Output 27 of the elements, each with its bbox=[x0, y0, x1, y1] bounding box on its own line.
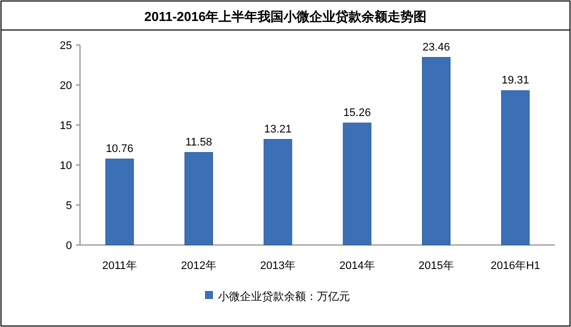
y-tick-label: 20 bbox=[60, 80, 72, 92]
x-tick-label: 2011年 bbox=[102, 260, 137, 272]
bar bbox=[501, 90, 530, 246]
x-tick-label: 2012年 bbox=[181, 260, 216, 272]
x-tick-label: 2015年 bbox=[418, 260, 454, 272]
bar bbox=[342, 122, 372, 246]
y-tick-label: 0 bbox=[66, 240, 72, 252]
x-tick-label: 2016年H1 bbox=[490, 260, 540, 272]
legend-label: 小微企业贷款余额：万亿元 bbox=[218, 290, 350, 303]
legend: 小微企业贷款余额：万亿元 bbox=[205, 291, 350, 303]
data-label: 10.76 bbox=[106, 142, 134, 155]
data-label: 19.31 bbox=[502, 74, 530, 87]
chart-title: 2011-2016年上半年我国小微企业贷款余额走势图 bbox=[144, 9, 427, 24]
y-tick-label: 25 bbox=[60, 40, 72, 52]
data-label: 11.58 bbox=[185, 136, 212, 148]
data-label: 13.21 bbox=[264, 123, 292, 136]
y-tick-label: 10 bbox=[60, 160, 72, 172]
y-tick-label: 15 bbox=[60, 120, 72, 132]
bar bbox=[264, 139, 292, 246]
bar bbox=[184, 152, 213, 246]
bar bbox=[422, 57, 450, 246]
data-label: 23.46 bbox=[422, 41, 450, 54]
y-tick-label: 5 bbox=[66, 200, 72, 212]
data-label: 15.26 bbox=[343, 106, 371, 119]
bar bbox=[105, 158, 134, 246]
x-tick-label: 2014年 bbox=[339, 260, 375, 272]
x-tick-label: 2013年 bbox=[260, 260, 296, 272]
